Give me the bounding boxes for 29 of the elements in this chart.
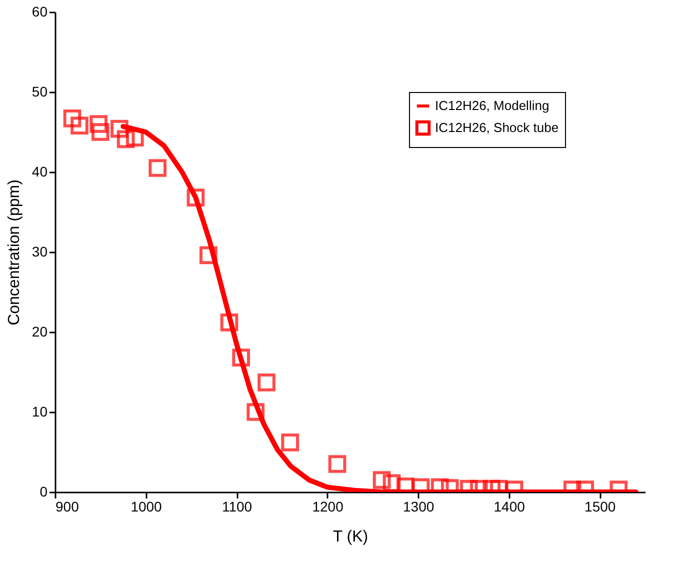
point xyxy=(110,120,128,138)
point xyxy=(91,123,110,141)
y-tick-label: 10 xyxy=(32,404,48,420)
point xyxy=(70,116,88,135)
point xyxy=(126,128,144,147)
y-tick-label: 0 xyxy=(40,484,48,500)
y-tick-label: 30 xyxy=(32,244,48,260)
point xyxy=(199,246,218,264)
x-axis-title: T (K) xyxy=(332,528,368,546)
legend-label: IC12H26, Shock tube xyxy=(435,120,559,135)
point xyxy=(116,130,135,148)
point xyxy=(90,115,108,133)
y-axis-title: Concentration (ppm) xyxy=(6,180,23,326)
y-tick-label: 40 xyxy=(32,164,48,180)
point xyxy=(186,188,205,207)
point xyxy=(220,313,238,332)
x-tick-label: 1300 xyxy=(403,498,434,514)
point xyxy=(63,109,82,128)
point xyxy=(148,159,166,177)
legend-label: IC12H26, Modelling xyxy=(435,98,550,113)
x-tick-label: 1500 xyxy=(584,498,616,514)
x-tick-label: 1400 xyxy=(494,498,526,514)
y-tick-label: 60 xyxy=(32,4,48,20)
y-tick-label: 50 xyxy=(32,84,48,100)
x-tick-label: 1100 xyxy=(222,498,252,514)
x-tick-label: 1200 xyxy=(312,498,344,514)
x-tick-label: 1000 xyxy=(130,498,162,514)
x-tick-label: 900 xyxy=(56,498,80,514)
y-tick-label: 20 xyxy=(32,324,48,340)
